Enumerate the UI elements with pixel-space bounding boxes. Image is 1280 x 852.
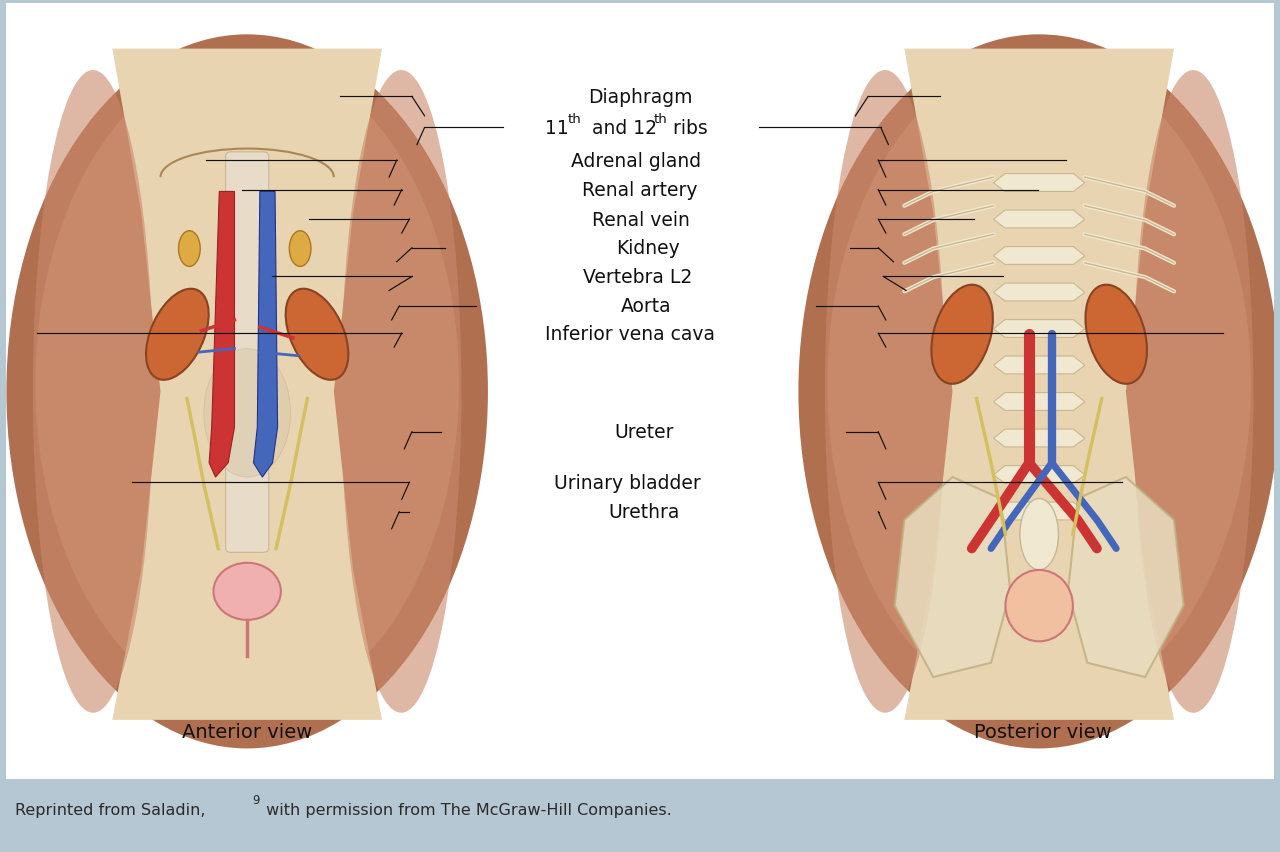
Ellipse shape — [827, 56, 1251, 712]
Ellipse shape — [799, 35, 1280, 749]
Ellipse shape — [932, 285, 993, 384]
Ellipse shape — [6, 35, 488, 749]
Polygon shape — [895, 477, 1010, 677]
Ellipse shape — [289, 232, 311, 267]
Text: Reprinted from Saladin,: Reprinted from Saladin, — [15, 803, 206, 817]
Polygon shape — [209, 193, 234, 477]
Text: Urethra: Urethra — [608, 503, 680, 521]
Text: Adrenal gland: Adrenal gland — [571, 152, 701, 170]
Text: ribs: ribs — [667, 118, 708, 138]
Polygon shape — [905, 49, 1174, 720]
Text: Inferior vena cava: Inferior vena cava — [545, 325, 714, 343]
Text: Aorta: Aorta — [621, 297, 672, 316]
Polygon shape — [993, 466, 1084, 484]
Text: Vertebra L2: Vertebra L2 — [582, 268, 692, 286]
Polygon shape — [993, 429, 1084, 447]
Ellipse shape — [1006, 570, 1073, 642]
Polygon shape — [253, 193, 278, 477]
Polygon shape — [993, 175, 1084, 193]
Ellipse shape — [340, 71, 462, 713]
Text: Diaphragm: Diaphragm — [588, 88, 692, 106]
FancyBboxPatch shape — [225, 153, 269, 553]
Text: Ureter: Ureter — [614, 423, 673, 441]
Polygon shape — [993, 210, 1084, 228]
Ellipse shape — [178, 232, 200, 267]
Ellipse shape — [824, 71, 945, 713]
Text: Kidney: Kidney — [616, 239, 680, 258]
Ellipse shape — [204, 349, 291, 477]
Polygon shape — [993, 247, 1084, 265]
Text: th: th — [568, 112, 581, 125]
Text: th: th — [654, 112, 668, 125]
FancyBboxPatch shape — [0, 0, 1280, 784]
Ellipse shape — [36, 56, 460, 712]
Ellipse shape — [285, 290, 348, 380]
Text: Renal artery: Renal artery — [582, 181, 698, 200]
Polygon shape — [993, 393, 1084, 411]
Ellipse shape — [33, 71, 154, 713]
Text: Renal vein: Renal vein — [593, 210, 690, 229]
Polygon shape — [993, 320, 1084, 338]
Polygon shape — [113, 49, 381, 720]
Ellipse shape — [214, 563, 280, 620]
Polygon shape — [993, 503, 1084, 521]
Text: Posterior view: Posterior view — [974, 722, 1112, 741]
Text: and 12: and 12 — [585, 118, 657, 138]
Ellipse shape — [1020, 499, 1059, 570]
Polygon shape — [993, 284, 1084, 302]
Text: with permission from The McGraw-Hill Companies.: with permission from The McGraw-Hill Com… — [261, 803, 672, 817]
Ellipse shape — [1085, 285, 1147, 384]
Text: 11: 11 — [545, 118, 568, 138]
Text: Anterior view: Anterior view — [182, 722, 312, 741]
Polygon shape — [993, 357, 1084, 375]
Ellipse shape — [146, 290, 209, 380]
Text: Urinary bladder: Urinary bladder — [554, 473, 700, 492]
Polygon shape — [1068, 477, 1184, 677]
Text: 9: 9 — [252, 793, 260, 806]
Ellipse shape — [1133, 71, 1253, 713]
